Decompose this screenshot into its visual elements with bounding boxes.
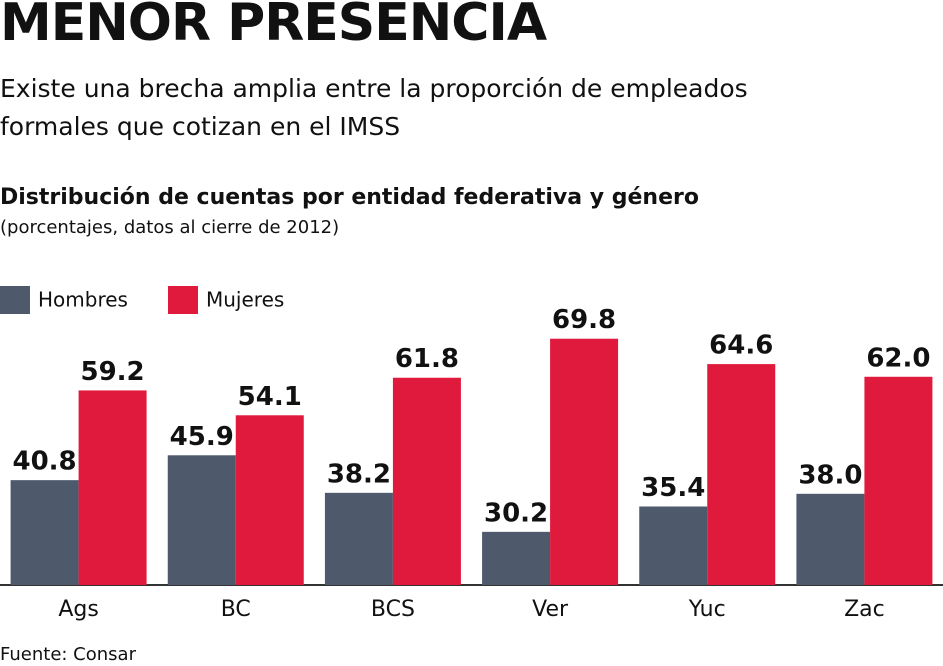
bar (324, 492, 393, 585)
x-tick-label: Zac (844, 597, 885, 622)
x-tick-label: BC (221, 597, 251, 622)
value-label: 59.2 (81, 357, 145, 387)
value-label: 40.8 (13, 447, 77, 477)
bar (392, 377, 461, 585)
bar (707, 364, 776, 585)
legend-label: Mujeres (206, 288, 284, 312)
bar (10, 480, 79, 585)
value-label: 62.0 (866, 343, 930, 373)
bar (235, 415, 304, 585)
value-label: 30.2 (484, 498, 548, 528)
bar (482, 531, 551, 585)
legend-swatch (0, 286, 30, 314)
value-label: 61.8 (395, 344, 459, 374)
value-label: 64.6 (709, 331, 773, 361)
value-label: 54.1 (238, 382, 302, 412)
bar (78, 390, 147, 585)
chart-subheading: Distribución de cuentas por entidad fede… (0, 185, 699, 210)
legend-label: Hombres (38, 288, 128, 312)
bar (796, 493, 865, 585)
x-tick-label: Ags (58, 597, 98, 622)
bar (550, 338, 619, 585)
bar (167, 455, 236, 585)
x-tick-label: BCS (371, 597, 415, 622)
x-tick-label: Yuc (688, 597, 726, 622)
source: Fuente: Consar (0, 644, 137, 665)
subtitle: Existe una brecha amplia entre la propor… (0, 74, 748, 141)
bar (864, 376, 933, 585)
value-label: 38.0 (798, 460, 862, 490)
value-label: 38.2 (327, 459, 391, 489)
x-tick-label: Ver (532, 597, 569, 622)
value-label: 69.8 (552, 305, 616, 335)
subtitle-box: Existe una brecha amplia entre la propor… (0, 74, 748, 141)
bar (639, 506, 708, 585)
legend-swatch (168, 286, 198, 314)
chart-note: (porcentajes, datos al cierre de 2012) (0, 217, 339, 238)
value-label: 45.9 (170, 422, 234, 452)
value-label: 35.4 (641, 473, 705, 503)
chart-title: MENOR PRESENCIA (0, 0, 547, 53)
